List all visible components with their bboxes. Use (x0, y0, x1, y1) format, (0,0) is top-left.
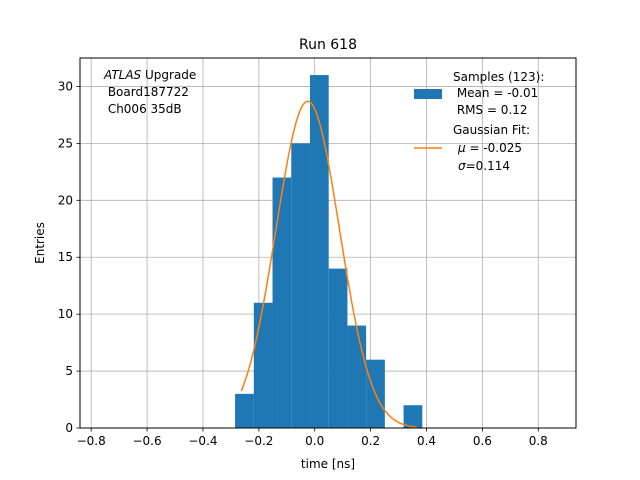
x-tick-label: 0.4 (417, 434, 436, 448)
x-axis-label: time [ns] (301, 457, 355, 471)
legend-samples-rms: RMS = 0.12 (453, 103, 528, 117)
y-tick-label: 30 (58, 79, 73, 93)
histogram-bar (347, 325, 367, 428)
mu-symbol: μ (457, 141, 466, 155)
mu-value: = -0.025 (466, 141, 522, 155)
y-tick-label: 20 (58, 193, 73, 207)
histogram-bar (403, 405, 423, 428)
histogram-bar (291, 143, 310, 428)
x-tick-label: −0.6 (132, 434, 161, 448)
y-tick-label: 15 (58, 250, 73, 264)
plot-frame (79, 57, 577, 429)
annotation-line-3: Ch006 35dB (104, 102, 182, 116)
legend-samples-swatch (414, 89, 442, 99)
x-tick-label: 0.8 (529, 434, 548, 448)
y-tick-label: 5 (65, 364, 73, 378)
histogram-bar (253, 302, 273, 428)
x-tick-label: −0.4 (188, 434, 217, 448)
fit-layer (240, 100, 417, 428)
x-tick-label: −0.8 (77, 434, 106, 448)
y-tick-label: 0 (65, 421, 73, 435)
y-axis-ticks: 0 5 10 15 20 25 30 (58, 79, 80, 435)
annotation-line-2: Board187722 (104, 85, 189, 99)
annotation: ATLAS Upgrade Board187722 Ch006 35dB (103, 68, 196, 116)
histogram-bars (235, 75, 423, 429)
y-axis-label: Entries (33, 222, 47, 264)
gaussian-fit-line (240, 100, 417, 428)
histogram-bar (309, 75, 329, 429)
x-axis-ticks: −0.8 −0.6 −0.4 −0.2 0.0 0.2 0.4 0.6 0.8 (77, 428, 548, 448)
sigma-symbol: σ (458, 159, 466, 173)
x-tick-label: 0.0 (305, 434, 324, 448)
x-tick-label: 0.2 (361, 434, 380, 448)
legend-samples-mean: Mean = -0.01 (453, 86, 538, 100)
x-tick-label: 0.6 (473, 434, 492, 448)
legend-fit-mu: μ = -0.025 (457, 141, 522, 155)
annotation-line-1: ATLAS Upgrade (103, 68, 196, 82)
y-tick-label: 10 (58, 307, 73, 321)
legend-fit-title: Gaussian Fit: (453, 123, 530, 137)
y-tick-label: 25 (58, 136, 73, 150)
sigma-value: =0.114 (466, 159, 510, 173)
chart-title: Run 618 (299, 37, 357, 53)
legend-samples-title: Samples (123): (453, 70, 544, 84)
legend-fit-sigma: σ=0.114 (458, 159, 510, 173)
histogram-bar (235, 393, 254, 428)
atlas-label: ATLAS (103, 68, 142, 82)
legend: Samples (123): Mean = -0.01 RMS = 0.12 G… (414, 70, 544, 173)
upgrade-label: Upgrade (141, 68, 196, 82)
histogram-bar (328, 268, 348, 428)
histogram-bar (272, 177, 292, 428)
x-tick-label: −0.2 (244, 434, 273, 448)
